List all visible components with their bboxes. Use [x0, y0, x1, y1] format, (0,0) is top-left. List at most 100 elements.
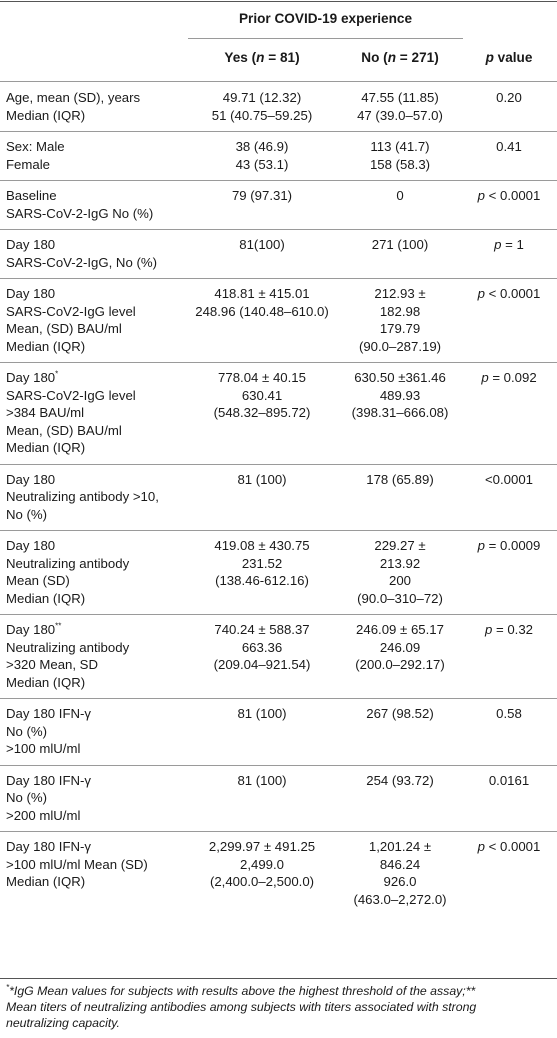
- cell-line: No (%): [6, 723, 48, 739]
- cell-line: 0.58: [496, 706, 522, 721]
- row-divider: [0, 362, 557, 363]
- table-cell-pvalue: p = 0.0009: [463, 537, 555, 555]
- cell-line: 0: [396, 188, 404, 203]
- table-cell-yes: 81(100): [188, 236, 336, 254]
- table-cell-yes: 419.08 ± 430.75 231.52 (138.46-612.16): [188, 537, 336, 590]
- cell-line: 81 (100): [237, 471, 287, 487]
- cell-line: Median (IQR): [6, 874, 86, 889]
- cell-line: 179.79: [379, 321, 421, 336]
- cell-line: 267 (98.52): [366, 706, 434, 721]
- cell-line: 246.09: [379, 639, 421, 655]
- cell-line: 246.09 ± 65.17: [356, 622, 444, 637]
- cell-line: 113 (41.7): [370, 139, 430, 154]
- cell-line: 47.55 (11.85): [361, 90, 439, 105]
- table-cell-pvalue: <0.0001: [463, 471, 555, 489]
- cell-line: >320 Mean, SD: [6, 657, 99, 672]
- cell-line: 51 (40.75–59.25): [211, 107, 313, 123]
- footnote-line: Mean titers of neutralizing antibodies a…: [6, 1000, 477, 1014]
- table-cell-label: Sex: Male Female: [6, 138, 186, 173]
- table-cell-label: Day 180 Neutralizing antibody >10, No (%): [6, 471, 186, 524]
- table-cell-pvalue: p < 0.0001: [463, 187, 555, 205]
- cell-line: 778.04 ± 40.15: [218, 370, 306, 385]
- cell-line: >100 mlU/ml Mean (SD): [6, 856, 148, 872]
- cell-line: 231.52: [241, 555, 283, 571]
- table-cell-pvalue: p = 1: [463, 236, 555, 254]
- cell-line: 271 (100): [371, 237, 429, 252]
- col-header-yes: Yes (n = 81): [224, 50, 300, 65]
- cell-line: Median (IQR): [6, 590, 86, 606]
- cell-line: 846.24: [379, 856, 421, 872]
- cell-line: <0.0001: [484, 471, 534, 487]
- cell-line: 2,299.97 ± 491.25: [208, 839, 316, 854]
- table-cell-label: Baseline SARS-CoV-2-IgG No (%): [6, 187, 186, 222]
- cell-line: Day 180 IFN-γ: [6, 839, 92, 854]
- table-cell-pvalue: p < 0.0001: [463, 838, 555, 856]
- cell-line: Day 180 IFN-γ: [6, 772, 92, 788]
- table-cell-pvalue: 0.0161: [463, 772, 555, 790]
- cell-line: 213.92: [379, 555, 421, 571]
- cell-line: Day 180: [6, 471, 56, 487]
- cell-line: (2,400.0–2,500.0): [209, 874, 315, 889]
- cell-line: Day 180 IFN-γ: [6, 706, 92, 721]
- cell-line: Neutralizing antibody: [6, 555, 130, 571]
- cell-line: Age, mean (SD), years: [6, 90, 141, 105]
- cell-line: 81 (100): [237, 706, 287, 721]
- cell-line: Median (IQR): [6, 674, 86, 690]
- cell-line: 200: [388, 573, 411, 588]
- cell-line: 489.93: [379, 387, 421, 403]
- header-rule: [0, 81, 557, 82]
- table-cell-label: Day 180 IFN-γ >100 mlU/ml Mean (SD) Median…: [6, 838, 186, 891]
- cell-line: 248.96 (140.48–610.0): [195, 303, 329, 319]
- footnote-line: **IgG Mean values for subjects with resu…: [6, 982, 476, 998]
- col-header-no: No (n = 271): [361, 50, 439, 65]
- row-divider: [0, 131, 557, 132]
- table-cell-label: Day 180 SARS-CoV-2-IgG, No (%): [6, 236, 186, 271]
- cell-line: (90.0–310–72): [357, 590, 443, 606]
- table-cell-label: Age, mean (SD), years Median (IQR): [6, 89, 186, 124]
- cell-line: p < 0.0001: [477, 188, 541, 203]
- cell-line: 2,499.0: [240, 856, 284, 872]
- table-cell-no: 246.09 ± 65.17 246.09 (200.0–292.17): [340, 621, 460, 674]
- cell-line: Day 180: [6, 286, 56, 301]
- cell-line: >100 mlU/ml: [6, 741, 81, 756]
- cell-line: (548.32–895.72): [213, 405, 311, 420]
- table-cell-yes: 79 (97.31): [188, 187, 336, 205]
- cell-line: Female: [6, 156, 50, 172]
- table-cell-yes: 2,299.97 ± 491.25 2,499.0 (2,400.0–2,500.0…: [188, 838, 336, 891]
- row-divider: [0, 180, 557, 181]
- table-cell-pvalue: 0.58: [463, 705, 555, 723]
- cell-line: 1,201.24 ±: [368, 839, 432, 854]
- cell-line: 81 (100): [237, 772, 287, 788]
- cell-line: SARS-CoV2-IgG level: [6, 303, 136, 319]
- cell-line: Neutralizing antibody: [6, 639, 130, 655]
- table-cell-label: Day 180 Neutralizing antibody Mean (SD) Med…: [6, 537, 186, 607]
- table-cell-no: 212.93 ± 182.98 179.79 (90.0–287.19): [340, 285, 460, 355]
- cell-line: Median (IQR): [6, 107, 86, 123]
- table-cell-yes: 418.81 ± 415.01 248.96 (140.48–610.0): [188, 285, 336, 320]
- table-cell-no: 0: [340, 187, 460, 205]
- table-footnote: **IgG Mean values for subjects with resu…: [6, 983, 551, 1031]
- cell-line: >384 BAU/ml: [6, 405, 85, 420]
- row-divider: [0, 530, 557, 531]
- row-divider: [0, 698, 557, 699]
- cell-line: Mean (SD): [6, 573, 70, 588]
- table-cell-yes: 49.71 (12.32) 51 (40.75–59.25): [188, 89, 336, 124]
- cell-line: Mean, (SD) BAU/ml: [6, 422, 122, 438]
- table-cell-no: 271 (100): [340, 236, 460, 254]
- row-divider: [0, 764, 557, 766]
- table-cell-yes: 81 (100): [188, 471, 336, 489]
- footnote-line: neutralizing capacity.: [6, 1016, 120, 1030]
- cell-line: 79 (97.31): [231, 188, 293, 203]
- group-header: Prior COVID-19 experience: [238, 11, 412, 26]
- table-cell-no: 47.55 (11.85) 47 (39.0–57.0): [340, 89, 460, 124]
- cell-line: (200.0–292.17): [355, 657, 445, 672]
- table-cell-pvalue: 0.41: [463, 138, 555, 156]
- cell-line: 38 (46.9): [235, 139, 289, 154]
- table-cell-label: Day 180 IFN-γ No (%) >200 mlU/ml: [6, 772, 186, 825]
- top-rule: [0, 1, 557, 2]
- cell-line: p = 1: [494, 237, 524, 252]
- cell-line: 663.36: [241, 639, 283, 655]
- cell-line: Neutralizing antibody >10,: [6, 489, 159, 504]
- cell-line: Day 180: [6, 538, 56, 553]
